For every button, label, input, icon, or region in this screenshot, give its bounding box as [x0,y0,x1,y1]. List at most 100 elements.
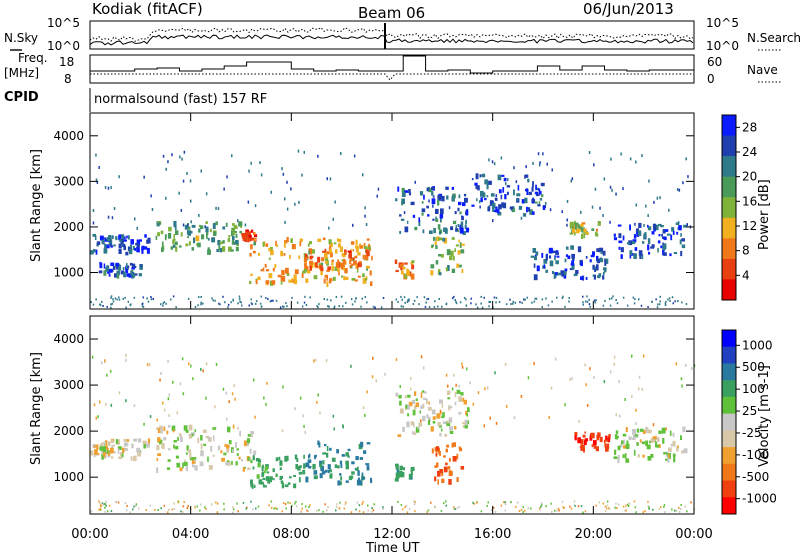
data-cell [452,456,457,462]
data-cell [235,226,238,230]
data-cell [306,509,308,512]
data-cell [170,298,172,301]
data-cell [415,398,418,402]
data-cell [557,507,560,510]
data-cell [598,501,601,504]
data-cell [453,295,455,298]
data-cell [454,401,457,406]
scatter-region [90,233,151,256]
data-cell [112,266,116,270]
data-cell [333,242,337,245]
data-cell [574,432,578,436]
data-cell [555,250,559,254]
data-cell [304,431,306,434]
data-cell [371,255,373,261]
data-cell [102,449,107,455]
data-cell [420,355,423,359]
data-cell [437,470,441,477]
data-cell [175,246,178,252]
data-cell [493,209,497,213]
data-cell [113,444,116,447]
data-cell [322,237,326,241]
data-cell [603,439,606,444]
data-cell [237,219,239,223]
data-cell [364,413,366,417]
data-cell [110,295,113,298]
data-cell [435,218,439,222]
data-cell [399,400,402,406]
data-cell [293,274,297,280]
data-cell [469,381,471,385]
data-cell [445,186,449,190]
data-cell [588,298,590,301]
data-cell [281,510,283,513]
nave-tick-bottom: 0 [707,72,715,86]
data-cell [182,223,185,227]
data-cell [236,448,239,451]
data-cell [458,505,461,508]
data-cell [173,234,175,239]
data-cell [623,439,625,444]
data-cell [282,305,284,308]
data-cell [440,411,442,415]
data-cell [291,504,293,507]
data-cell [427,186,430,191]
data-cell [521,301,523,304]
data-cell [249,252,252,257]
data-cell [309,260,313,265]
data-cell [652,423,655,427]
data-cell [382,506,384,509]
noise-tick-right-top: 10^5 [706,16,739,30]
data-cell [106,237,111,242]
colorbar-swatch [722,346,736,364]
data-cell [301,503,303,506]
data-cell [316,510,318,512]
data-cell [556,296,558,299]
data-cell [459,227,464,234]
data-cell [95,249,98,255]
scatter-region [395,389,470,437]
data-cell [216,511,218,514]
data-cell [107,215,110,219]
data-cell [432,420,436,424]
data-cell [158,222,161,225]
data-cell [685,303,688,305]
data-cell [366,301,368,304]
data-cell [570,507,573,510]
colorbar-swatch [722,279,736,301]
data-cell [367,509,369,512]
data-cell [144,234,147,238]
data-cell [657,303,659,306]
data-cell [434,241,437,245]
data-cell [336,449,339,454]
data-cell [359,245,363,249]
data-cell [413,500,415,503]
data-cell [228,461,231,466]
nave-trace [90,73,694,81]
colorbar-swatch [722,115,736,137]
data-cell [342,258,346,264]
data-cell [399,264,403,268]
data-cell [664,302,667,305]
data-cell [512,208,516,212]
data-cell [235,246,239,252]
x-tick-label: 00:00 [675,527,712,542]
data-cell [580,444,585,448]
data-cell [228,400,230,404]
data-cell [244,223,247,227]
data-cell [284,197,286,201]
data-cell [596,264,599,271]
data-cell [583,447,585,453]
data-cell [678,225,682,231]
data-cell [488,305,490,308]
data-cell [329,469,332,473]
data-cell [414,226,418,231]
data-cell [400,295,402,298]
velocity-panel-frame [89,315,695,515]
data-cell [500,194,503,200]
data-cell [113,244,116,247]
data-cell [663,505,665,508]
data-cell [530,209,533,215]
data-cell [608,435,611,440]
colorbar-tick-label: 24 [742,145,757,159]
